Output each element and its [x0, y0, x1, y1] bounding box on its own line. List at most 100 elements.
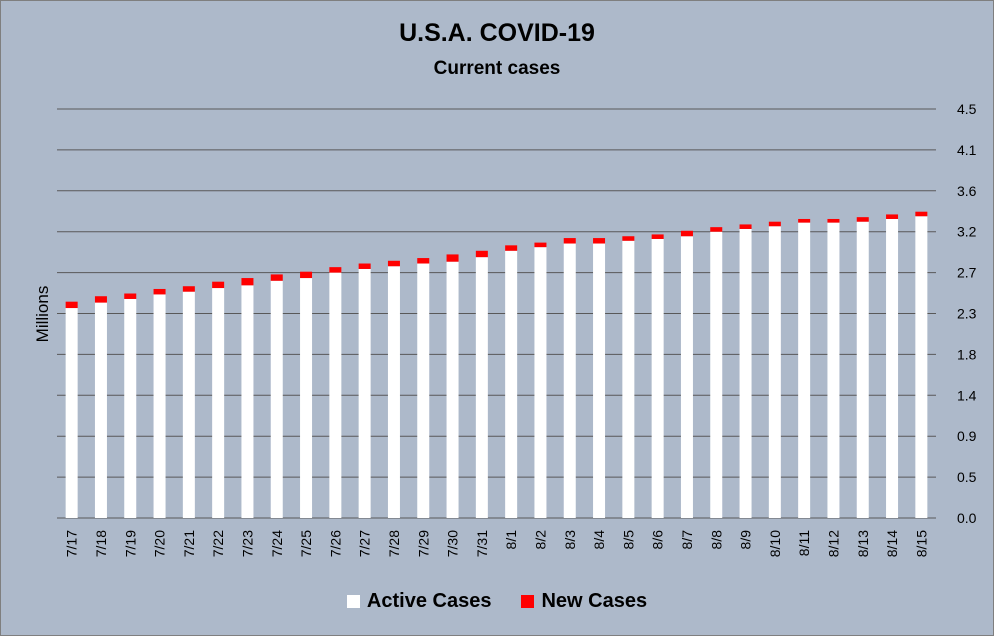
- bar-new-8/6: [651, 234, 664, 239]
- bar-new-7/27: [358, 263, 371, 269]
- gridlines: [57, 108, 936, 519]
- bar-active-8/10: [768, 226, 781, 518]
- x-tick-label: 8/4: [591, 530, 607, 550]
- y-tick-label: 2.7: [957, 265, 977, 281]
- bar-new-8/11: [798, 218, 811, 223]
- bar-active-8/11: [798, 222, 811, 518]
- x-tick-label: 8/6: [650, 530, 666, 550]
- bar-new-7/26: [329, 267, 342, 273]
- x-tick-label: 7/23: [239, 530, 255, 557]
- legend-label-active: Active Cases: [366, 590, 492, 612]
- x-tick-label: 8/7: [679, 530, 695, 550]
- bar-new-8/3: [563, 238, 576, 244]
- bar-new-7/17: [65, 301, 78, 309]
- bar-active-8/9: [739, 228, 752, 518]
- legend: Active Cases New Cases: [1, 590, 993, 613]
- x-tick-label: 7/24: [269, 530, 285, 557]
- bar-new-8/5: [622, 236, 635, 241]
- x-tick-label: 7/19: [122, 530, 138, 557]
- x-tick-label: 8/5: [620, 530, 636, 550]
- x-tick-label: 7/31: [474, 530, 490, 557]
- x-tick-label: 8/1: [503, 530, 519, 550]
- bar-new-8/8: [710, 227, 723, 232]
- bar-new-8/12: [827, 218, 840, 223]
- legend-item-new: New Cases: [521, 590, 647, 613]
- bar-active-7/20: [153, 294, 166, 518]
- bar-active-7/31: [475, 257, 488, 518]
- y-tick-label: 0.9: [957, 428, 977, 444]
- x-tick-label: 8/14: [884, 530, 900, 557]
- y-tick-label: 1.8: [957, 346, 977, 362]
- bar-new-7/23: [241, 278, 254, 286]
- y-tick-label: 0.0: [957, 510, 977, 526]
- x-tick-label: 8/3: [562, 530, 578, 550]
- y-tick-label: 1.4: [957, 387, 977, 403]
- x-tick-label: 8/13: [855, 530, 871, 557]
- bar-active-8/13: [856, 221, 869, 519]
- y-tick-label: 2.3: [957, 306, 977, 322]
- x-tick-label: 7/27: [357, 530, 373, 557]
- x-tick-labels: 7/17 7/18 7/19 7/20 7/21 7/22 7/23 7/24 7/25 7/26…: [64, 530, 930, 557]
- bar-active-7/22: [212, 288, 225, 518]
- bar-new-7/21: [182, 286, 195, 292]
- x-tick-label: 8/11: [796, 530, 812, 556]
- bar-new-7/19: [124, 293, 137, 299]
- chart-title: U.S.A. COVID-19: [399, 19, 595, 47]
- x-tick-label: 8/2: [532, 530, 548, 550]
- x-tick-label: 8/9: [738, 530, 754, 550]
- bar-new-7/29: [417, 258, 430, 264]
- bar-active-8/7: [680, 236, 693, 518]
- x-tick-label: 8/12: [825, 530, 841, 557]
- bar-active-8/1: [505, 250, 518, 518]
- x-tick-label: 7/17: [64, 530, 80, 557]
- bar-active-8/3: [563, 243, 576, 518]
- bar-active-7/19: [124, 298, 137, 518]
- chart-subtitle: Current cases: [433, 58, 561, 79]
- bar-active-8/8: [710, 231, 723, 518]
- bar-active-8/4: [593, 243, 606, 518]
- bar-new-7/28: [387, 260, 400, 267]
- bar-active-7/28: [387, 266, 400, 518]
- y-tick-label: 4.5: [957, 101, 977, 117]
- bar-active-8/5: [622, 240, 635, 519]
- bars: [65, 211, 928, 519]
- bar-active-7/29: [417, 263, 430, 518]
- bar-new-8/9: [739, 224, 752, 229]
- bar-new-8/15: [915, 211, 928, 217]
- y-tick-label: 3.2: [957, 224, 977, 240]
- x-tick-label: 7/18: [93, 530, 109, 557]
- x-tick-label: 7/21: [181, 530, 197, 557]
- bar-active-7/30: [446, 261, 459, 518]
- y-tick-labels: 0.0 0.5 0.9 1.4 1.8 2.3 2.7 3.2 3.6 4.1 4.5: [957, 101, 977, 526]
- x-tick-label: 8/15: [913, 530, 929, 557]
- bar-new-8/4: [593, 238, 606, 244]
- bar-active-7/23: [241, 285, 254, 518]
- x-tick-label: 7/20: [152, 530, 168, 557]
- y-tick-label: 4.1: [957, 142, 977, 158]
- bar-active-7/27: [358, 268, 371, 518]
- bar-active-8/6: [651, 238, 664, 518]
- bar-new-7/24: [270, 274, 283, 281]
- bar-active-7/21: [182, 291, 195, 518]
- x-tick-label: 7/30: [445, 530, 461, 557]
- x-tick-label: 7/22: [210, 530, 226, 557]
- y-tick-label: 3.6: [957, 183, 977, 199]
- x-tick-label: 7/28: [386, 530, 402, 557]
- bar-new-8/1: [505, 245, 518, 251]
- legend-swatch-new: [521, 595, 535, 608]
- bar-active-8/2: [534, 247, 547, 518]
- bar-new-7/20: [153, 288, 166, 295]
- x-tick-label: 8/8: [708, 530, 724, 550]
- x-tick-label: 7/26: [327, 530, 343, 557]
- bar-active-7/25: [300, 278, 313, 518]
- bar-new-8/13: [856, 217, 869, 222]
- bar-new-8/14: [886, 214, 899, 219]
- bar-active-8/12: [827, 222, 840, 518]
- legend-label-new: New Cases: [541, 590, 648, 612]
- bar-active-8/14: [886, 218, 899, 518]
- bar-new-8/7: [680, 230, 693, 237]
- bar-active-7/18: [94, 302, 107, 518]
- bar-new-7/31: [475, 250, 488, 258]
- bar-new-8/2: [534, 242, 547, 248]
